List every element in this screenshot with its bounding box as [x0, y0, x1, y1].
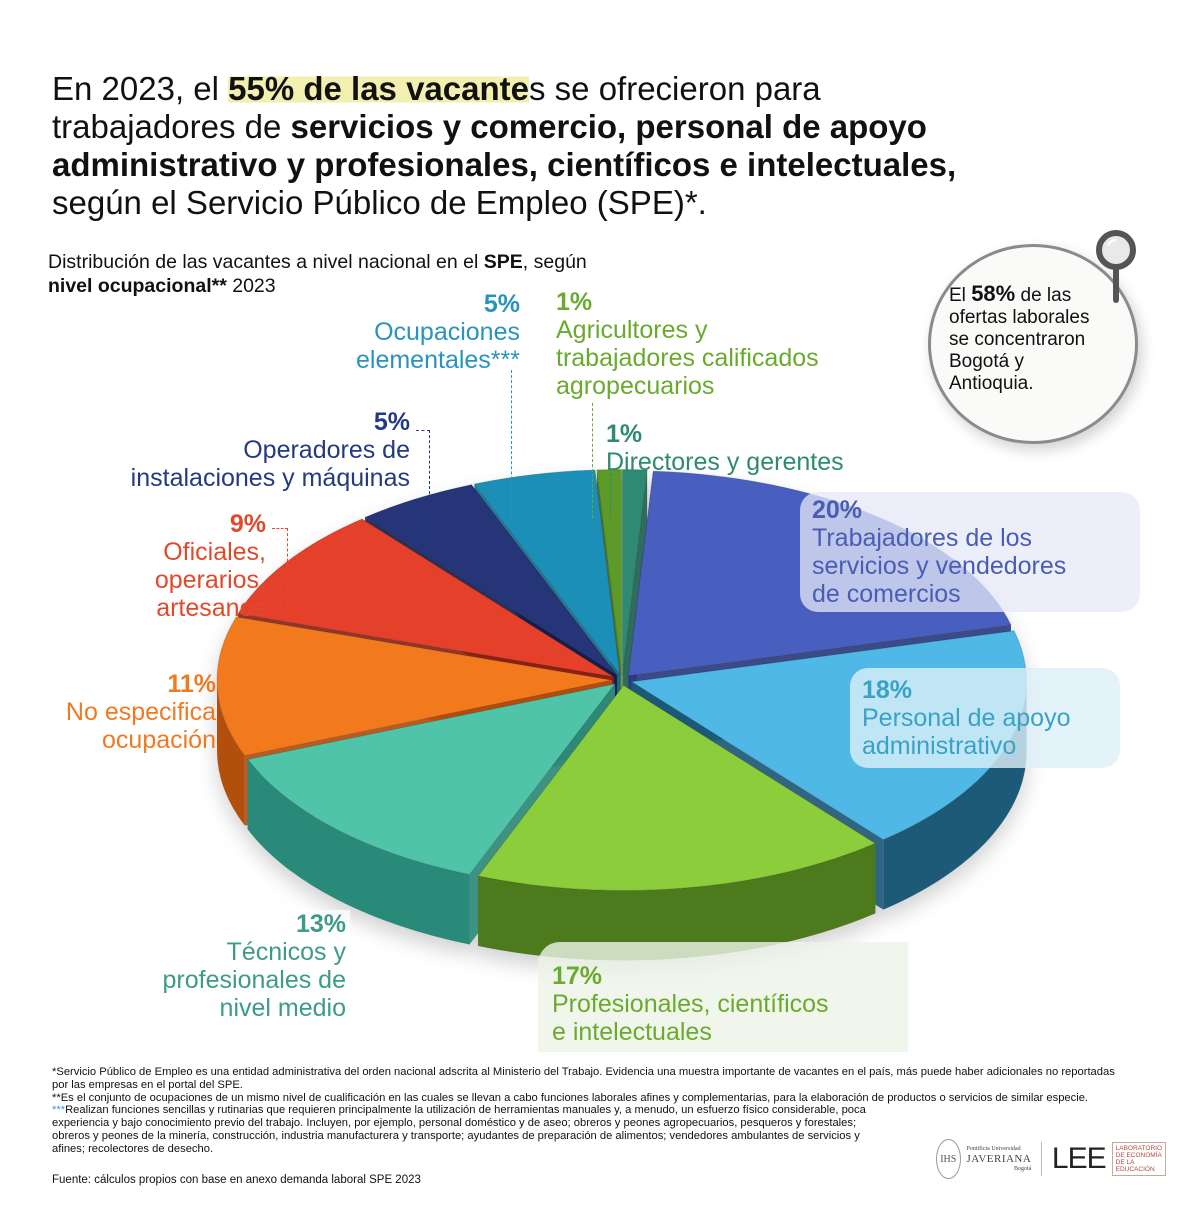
- pie-slice: [246, 683, 617, 876]
- label-no-especifica: 11% No especifica ocupación: [65, 670, 216, 754]
- headline-text: trabajadores de: [52, 108, 291, 145]
- leader-line-operadores: [416, 430, 430, 540]
- lee-logo-box: LABORATORIO DE ECONOMÍA DE LA EDUCACIÓN: [1111, 1142, 1166, 1176]
- label-oficiales: 9% Oficiales, operarios, artesanos: [154, 510, 266, 622]
- label-apoyo: 18% Personal de apoyo administrativo: [850, 668, 1120, 768]
- footnotes: *Servicio Público de Empleo es una entid…: [52, 1066, 1152, 1156]
- callout-bubble: El 58% de las ofertas laborales se conce…: [928, 244, 1138, 444]
- headline-text: s se ofrecieron para: [529, 70, 821, 107]
- logo-divider: [1041, 1142, 1042, 1176]
- headline-highlight: 55% de las vacante: [228, 70, 529, 107]
- logos: IHS Pontificia Universidad JAVERIANA Bog…: [936, 1134, 1166, 1184]
- pie-slice-side: [478, 843, 876, 961]
- chart-subtitle: Distribución de las vacantes a nivel nac…: [48, 251, 587, 297]
- leader-line-elementales: [511, 370, 512, 520]
- pie-slice-side: [883, 681, 1027, 910]
- headline-bold: servicios y comercio, personal de apoyo: [290, 108, 927, 145]
- label-tecnicos: 13% Técnicos y profesionales de nivel me…: [96, 910, 350, 1030]
- pie-slice: [473, 469, 621, 677]
- pie-slice: [216, 616, 613, 757]
- headline: En 2023, el 55% de las vacantes se ofrec…: [52, 70, 1152, 222]
- callout-text: El 58% de las ofertas laborales se conce…: [949, 281, 1090, 395]
- javeriana-seal-icon: IHS: [936, 1139, 961, 1179]
- pie-slice-side: [247, 759, 470, 945]
- label-directores: 1% Directores y gerentes: [606, 420, 844, 476]
- javeriana-logo: Pontificia Universidad JAVERIANA Bogotá: [966, 1146, 1032, 1172]
- headline-text: En 2023, el: [52, 70, 229, 107]
- lee-logo: LEE: [1051, 1142, 1107, 1175]
- footnote-3: ***Realizan funciones sencillas y rutina…: [52, 1104, 866, 1155]
- label-profesionales: 17% Profesionales, científicos e intelec…: [538, 942, 908, 1052]
- label-servicios: 20% Trabajadores de los servicios y vend…: [800, 492, 1140, 612]
- label-operadores: 5% Operadores de instalaciones y máquina…: [130, 408, 410, 492]
- footnote-1: *Servicio Público de Empleo es una entid…: [52, 1066, 1115, 1078]
- pie-slice-side: [217, 680, 245, 826]
- leader-line-directores: [610, 473, 611, 518]
- magnifier-icon: [1096, 230, 1136, 303]
- footnote-1-cont: por las empresas en el portal del SPE.: [52, 1078, 243, 1091]
- label-ocupaciones-elementales: 5% Ocupaciones elementales***: [356, 290, 520, 374]
- headline-bold: administrativo y profesionales, científi…: [52, 146, 957, 183]
- headline-text: según el Servicio Público de Empleo (SPE…: [52, 184, 707, 221]
- pie-slice: [596, 469, 623, 675]
- pie-slice: [364, 484, 618, 676]
- leader-line-agricultores: [592, 403, 593, 518]
- footnote-2: **Es el conjunto de ocupaciones de un mi…: [52, 1091, 1089, 1104]
- label-agricultores: 1% Agricultores y trabajadores calificad…: [556, 288, 819, 400]
- source-note: Fuente: cálculos propios con base en ane…: [52, 1174, 421, 1186]
- pie-slice: [477, 684, 877, 891]
- pie-slice: [621, 469, 648, 675]
- leader-line-oficiales: [272, 528, 288, 618]
